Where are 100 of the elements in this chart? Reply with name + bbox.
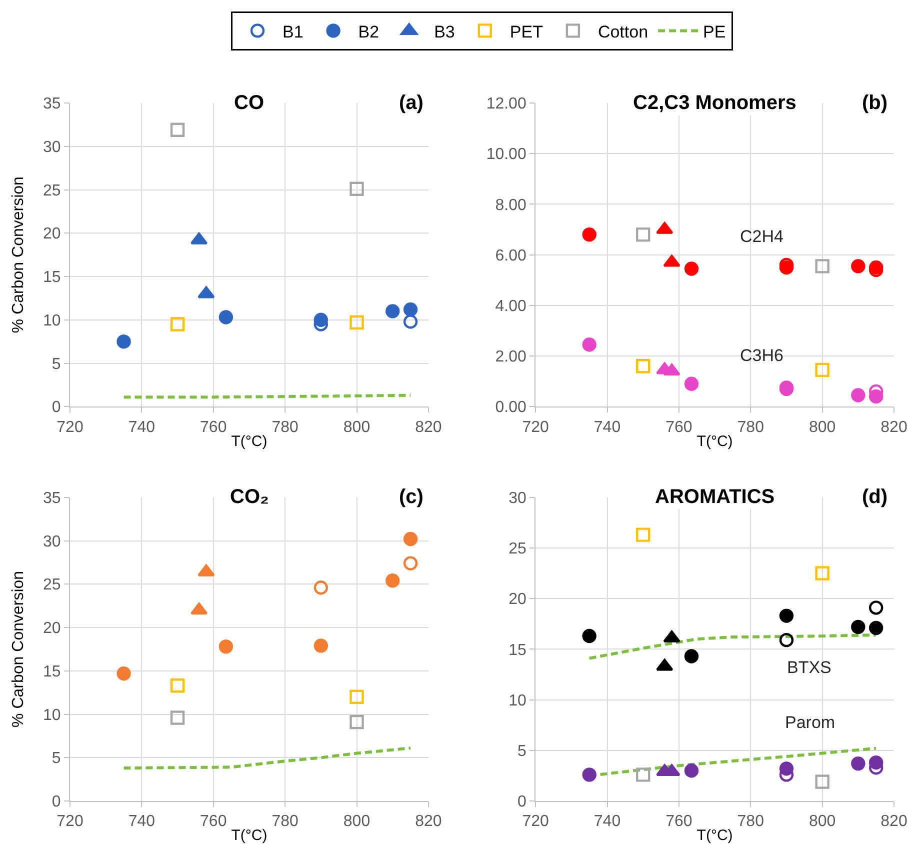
point — [582, 338, 596, 352]
point — [779, 608, 794, 623]
x-tick-label: 720 — [522, 418, 550, 436]
point — [170, 122, 185, 137]
point — [116, 334, 131, 349]
point — [170, 710, 185, 725]
point — [815, 774, 830, 789]
x-tick-label: 800 — [808, 813, 836, 830]
y-tick-label: 10 — [508, 692, 526, 710]
point — [386, 574, 400, 588]
annotation: (c) — [399, 486, 424, 508]
y-tick-label: 0 — [52, 794, 61, 811]
chart-title: C2,C3 Monomers — [633, 92, 796, 114]
point — [851, 620, 866, 634]
x-tick-label: 780 — [272, 813, 299, 830]
legend-label: PE — [703, 22, 726, 42]
y-tick-label: 4.00 — [495, 298, 526, 316]
annotation: C3H6 — [740, 346, 784, 365]
y-tick-label: 0 — [52, 399, 61, 416]
x-tick-label: 760 — [666, 418, 692, 436]
point — [636, 528, 650, 542]
x-tick-label: 740 — [594, 813, 621, 830]
y-tick-label: 2.00 — [495, 348, 526, 366]
y-tick-label: 10 — [43, 312, 61, 330]
annotation: (a) — [399, 92, 424, 114]
y-tick-label: 10 — [43, 706, 61, 724]
x-tick-label: 760 — [200, 418, 227, 436]
point — [636, 227, 650, 242]
y-tick-label: 6.00 — [495, 247, 526, 264]
point — [314, 580, 328, 595]
point — [170, 678, 185, 693]
line-series — [122, 746, 412, 770]
point — [815, 566, 830, 580]
y-tick-label: 5 — [517, 742, 526, 760]
point — [170, 317, 185, 332]
point — [350, 690, 364, 704]
x-tick-label: 720 — [56, 418, 84, 436]
point — [684, 764, 699, 778]
point — [582, 628, 596, 644]
y-tick-label: 25 — [43, 182, 61, 200]
x-tick-label: 800 — [343, 418, 370, 436]
x-tick-label: 800 — [343, 813, 370, 830]
y-tick-label: 30 — [508, 490, 526, 507]
point — [218, 639, 234, 654]
y-tick-label: 15 — [43, 663, 61, 680]
point — [314, 312, 328, 327]
legend-label: B2 — [358, 22, 380, 42]
y-tick-label: 25 — [508, 540, 526, 558]
x-tick-label: 740 — [128, 813, 156, 830]
x-tick-label: 760 — [200, 813, 227, 830]
point — [350, 714, 364, 730]
y-tick-label: 5 — [52, 356, 61, 373]
x-axis-title: T(°C) — [231, 432, 268, 450]
y-axis-title: % Carbon Conversion — [10, 176, 27, 334]
x-tick-label: 820 — [415, 418, 442, 436]
y-tick-label: 20 — [43, 226, 61, 243]
chart-title: CO — [234, 92, 264, 114]
point — [851, 388, 866, 402]
point — [116, 666, 131, 681]
x-tick-label: 820 — [880, 418, 908, 436]
point — [663, 364, 680, 376]
legend-label: Cotton — [598, 22, 648, 42]
y-tick-label: 35 — [43, 96, 61, 113]
y-tick-label: 30 — [43, 533, 61, 550]
y-tick-label: 15 — [508, 642, 526, 659]
point — [403, 556, 418, 570]
chart-title: CO₂ — [230, 486, 269, 508]
point — [684, 649, 699, 664]
point — [636, 768, 650, 782]
point — [582, 227, 596, 242]
annotation: (b) — [862, 92, 888, 114]
x-tick-label: 740 — [594, 418, 621, 436]
y-tick-label: 5 — [52, 750, 61, 768]
point — [684, 376, 699, 391]
y-tick-label: 0.00 — [495, 399, 526, 416]
x-tick-label: 740 — [128, 418, 156, 436]
legend-label: B3 — [434, 22, 455, 42]
point — [350, 182, 364, 196]
legend-label: B1 — [282, 22, 304, 42]
point — [815, 362, 830, 378]
legend-label: PET — [510, 22, 543, 42]
point — [851, 259, 866, 274]
y-tick-label: 30 — [43, 138, 61, 156]
y-tick-label: 20 — [508, 591, 526, 608]
y-tick-label: 15 — [43, 269, 61, 286]
point — [851, 756, 866, 771]
point — [582, 768, 596, 782]
y-tick-label: 12.00 — [486, 96, 526, 113]
x-tick-label: 780 — [737, 418, 764, 436]
chart-title: AROMATICS — [655, 486, 775, 508]
point — [684, 262, 699, 276]
point — [350, 315, 364, 330]
point — [386, 304, 400, 318]
y-tick-label: 8.00 — [495, 196, 526, 214]
annotation: Parom — [785, 713, 836, 732]
y-tick-label: 10.00 — [486, 146, 526, 164]
point — [779, 632, 794, 648]
point — [868, 600, 884, 615]
point — [868, 620, 884, 636]
x-tick-label: 720 — [522, 813, 550, 830]
